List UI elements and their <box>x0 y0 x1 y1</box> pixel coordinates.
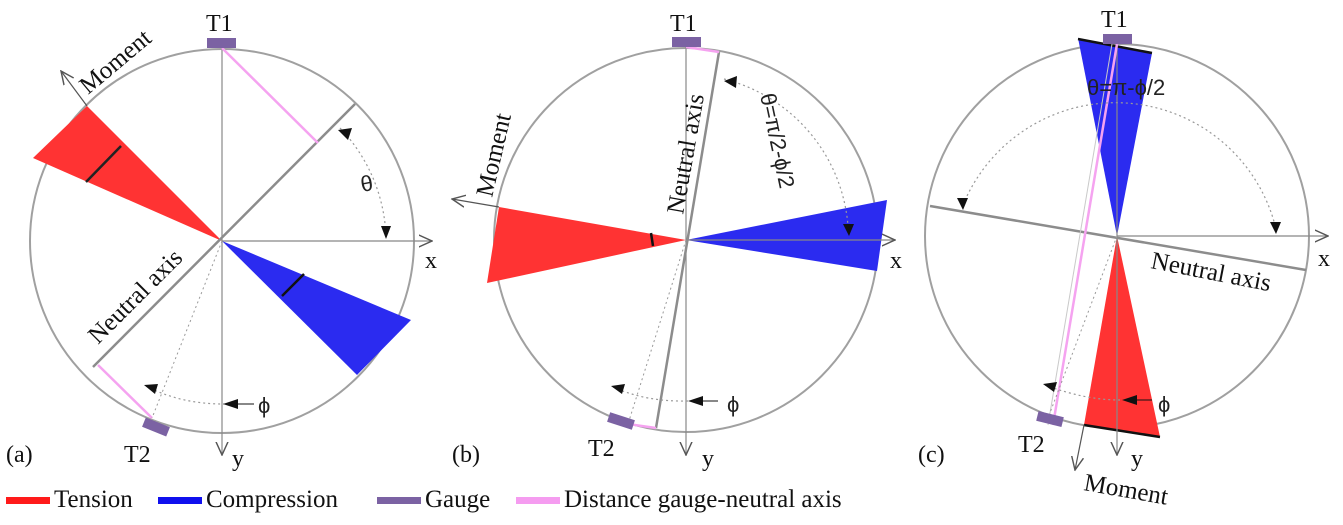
distance-gauge-t2 <box>97 364 153 419</box>
phi-arc <box>1044 384 1121 401</box>
legend-item-gauge: Gauge <box>377 478 490 522</box>
phi-arrowhead-right <box>688 396 703 406</box>
theta-arc <box>962 102 1276 226</box>
distance-swatch <box>516 496 560 504</box>
distance-gauge-t1 <box>685 45 720 54</box>
compression-wedge <box>222 241 411 375</box>
moment-arrow <box>61 71 88 107</box>
panel-a: T1 T2 x y (a) Moment Neutral axis θ ϕ <box>6 11 437 472</box>
legend-label: Gauge <box>425 486 491 513</box>
distance-gauge-line-2 <box>1047 43 1113 426</box>
theta-arrowhead-left <box>957 198 968 210</box>
x-axis-label: x <box>1318 246 1330 272</box>
x-axis-label: x <box>890 248 902 274</box>
gauge-swatch <box>377 496 421 504</box>
moment-arrow <box>452 199 500 207</box>
compression-swatch <box>158 496 202 504</box>
compression-marker <box>1077 37 1153 55</box>
moment-arrow <box>1075 424 1085 470</box>
tension-marker <box>85 145 122 183</box>
theta-arc <box>339 127 387 238</box>
theta-arrowhead-bottom <box>381 226 391 239</box>
gauge-top-label: T1 <box>1101 7 1128 33</box>
theta-arrowhead-top <box>338 128 352 140</box>
phi-arrowhead-left <box>144 384 158 394</box>
legend-label: Distance gauge-neutral axis <box>564 486 842 513</box>
phi-label: ϕ <box>258 393 270 418</box>
gauge-top-label: T1 <box>670 11 697 37</box>
panel-label: (a) <box>6 442 33 468</box>
theta-label: θ=π/2-ϕ/2 <box>755 91 800 191</box>
legend-item-distance: Distance gauge-neutral axis <box>516 478 842 522</box>
neutral-axis-line <box>654 51 721 429</box>
y-axis-label: y <box>702 446 714 472</box>
neutral-axis-label: Neutral axis <box>83 244 188 349</box>
x-axis-label: x <box>425 248 437 274</box>
gauge-direction-line <box>151 240 223 419</box>
neutral-axis-line <box>929 204 1307 272</box>
legend-item-tension: Tension <box>6 478 133 522</box>
gauge-bottom-label: T2 <box>124 442 151 468</box>
phi-label: ϕ <box>727 392 739 417</box>
theta-arrowhead-top <box>724 76 737 88</box>
legend-label: Tension <box>54 486 133 513</box>
y-axis-label: y <box>1131 446 1143 472</box>
gauge-direction-line <box>627 239 687 425</box>
tension-wedge <box>1084 236 1160 437</box>
compression-wedge <box>686 200 887 271</box>
phi-arc <box>612 386 689 402</box>
neutral-axis-line <box>92 103 356 368</box>
phi-arrowhead-left <box>611 384 625 394</box>
legend-label: Compression <box>206 486 338 513</box>
gauge-t1 <box>672 37 701 47</box>
gauge-t2 <box>1036 411 1064 427</box>
distance-gauge-line <box>1051 43 1119 426</box>
tension-swatch <box>6 496 50 504</box>
gauge-t2 <box>607 412 635 430</box>
phi-label: ϕ <box>1158 392 1170 417</box>
theta-label: θ=π-ϕ/2 <box>1087 75 1165 100</box>
tension-marker <box>1083 423 1161 439</box>
compression-wedge <box>1078 38 1152 236</box>
gauge-bottom-label: T2 <box>1018 432 1045 458</box>
compression-marker <box>281 273 305 297</box>
y-axis-label: y <box>232 446 244 472</box>
panel-label: (c) <box>918 442 945 468</box>
gauge-top-label: T1 <box>206 11 233 37</box>
legend-item-compression: Compression <box>158 478 338 522</box>
panel-label: (b) <box>452 442 480 468</box>
tension-wedge <box>487 207 686 283</box>
gauge-bottom-label: T2 <box>588 436 615 462</box>
gauge-t1 <box>207 38 236 48</box>
phi-arrowhead-right <box>223 399 238 409</box>
distance-gauge-t1 <box>221 47 319 144</box>
theta-arrowhead-bottom <box>843 224 854 236</box>
legend: Tension Compression Gauge Distance gauge… <box>0 478 1343 522</box>
phi-arrowhead-right <box>1122 395 1137 405</box>
moment-label: Moment <box>75 24 157 99</box>
tension-marker <box>649 232 655 247</box>
gauge-t2 <box>142 417 170 437</box>
theta-label: θ <box>359 170 375 197</box>
tension-wedge <box>33 106 222 241</box>
phi-arrowhead-left <box>1043 382 1057 392</box>
phi-arc <box>145 385 225 405</box>
theta-arrowhead-right <box>1270 222 1281 234</box>
moment-label: Moment <box>472 111 517 200</box>
panel-b: T1 T2 x y (b) Moment Neutral axis θ=π/2-… <box>452 11 902 472</box>
panel-c: T1 T2 x y (c) Moment Neutral axis θ=π-ϕ/… <box>918 7 1330 511</box>
gauge-t1 <box>1103 34 1132 44</box>
